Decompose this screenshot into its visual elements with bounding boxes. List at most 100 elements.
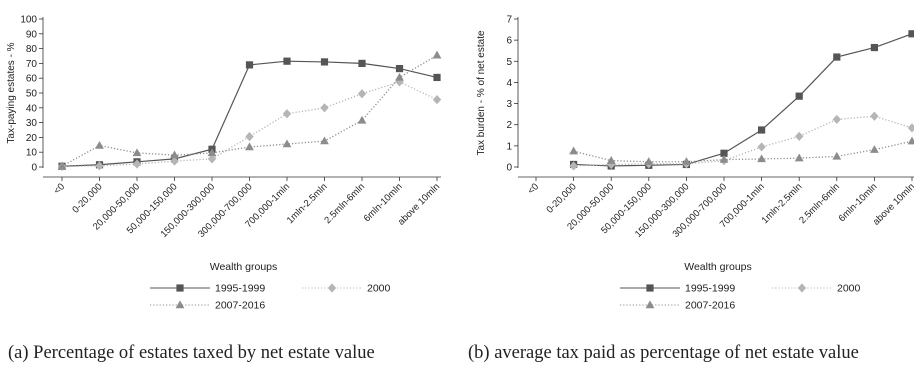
x-tick-label: 2.5mln-6mln [322, 181, 367, 226]
legend-label: 1995-1999 [685, 283, 735, 295]
y-tick-label: 50 [26, 89, 38, 100]
y-tick-label: 7 [506, 15, 512, 26]
data-point [245, 142, 254, 151]
y-tick-label: 30 [26, 118, 38, 129]
x-tick-label: 0-20,000 [544, 181, 578, 215]
data-point [95, 140, 104, 149]
y-tick-label: 4 [506, 78, 512, 89]
data-point [606, 156, 616, 164]
series-line [573, 140, 913, 163]
data-point [757, 154, 766, 163]
series-line [61, 81, 438, 168]
data-point [908, 30, 914, 38]
legend-marker [645, 300, 655, 309]
data-point [432, 95, 442, 105]
data-point [569, 161, 578, 171]
y-tick-label: 3 [506, 99, 512, 110]
chart-panel-a: 0 10 20 30 40 50 60 70 80 90 100 Tax-paying estates… [6, 15, 442, 312]
series-1995-1999 [570, 30, 914, 170]
legend-label: 1995-1999 [215, 283, 265, 295]
y-tick-label: 5 [506, 57, 512, 68]
data-point [170, 156, 179, 166]
data-point [245, 61, 254, 69]
data-point [320, 136, 329, 145]
y-tick-label: 70 [26, 59, 38, 70]
y-tick-label: 60 [26, 74, 38, 85]
series-line [573, 115, 913, 167]
x-axis-label: Wealth groups [684, 261, 752, 273]
y-axis-label: Tax-paying estates - % [6, 42, 17, 143]
x-tick-label: <0 [526, 181, 541, 196]
legend-marker [646, 284, 654, 292]
data-point [433, 73, 441, 82]
legend-label: 2000 [367, 283, 391, 295]
data-point [132, 148, 142, 157]
x-tick-label: <0 [52, 181, 67, 196]
data-point [795, 92, 803, 100]
data-point [95, 161, 104, 171]
y-tick-label: 10 [26, 148, 38, 159]
data-point [170, 150, 179, 159]
y-tick-label: 20 [26, 133, 38, 144]
data-point [870, 111, 879, 121]
legend-marker [327, 283, 337, 293]
y-tick-label: 0 [506, 163, 512, 174]
y-tick-label: 90 [26, 29, 38, 40]
caption-panel-b: (b) average tax paid as percentage of ne… [468, 343, 859, 363]
legend-label: 2000 [837, 283, 861, 295]
data-point [282, 139, 292, 148]
legend-marker [797, 283, 807, 293]
y-tick-label: 100 [20, 15, 37, 26]
data-point [395, 64, 404, 73]
caption-panel-a: (a) Percentage of estates taxed by net e… [8, 343, 375, 363]
y-tick-label: 40 [26, 103, 38, 114]
data-point [358, 59, 366, 67]
data-point [758, 126, 766, 134]
legend-marker [175, 300, 185, 309]
data-point [207, 148, 217, 157]
data-point [795, 131, 804, 141]
y-tick-label: 2 [506, 120, 512, 131]
legend-marker [176, 284, 184, 292]
data-point [395, 72, 404, 81]
data-point [870, 43, 878, 52]
data-point [682, 157, 691, 165]
data-point [357, 115, 367, 124]
series-1995-1999 [58, 57, 441, 170]
data-point [245, 132, 254, 142]
legend-label: 2007-2016 [685, 300, 735, 312]
data-point [720, 149, 728, 157]
data-point [833, 53, 841, 61]
x-tick-label: 0-20,000 [70, 181, 104, 215]
data-point [832, 114, 841, 125]
legend: 1995-1999 2000 2007-2016 [620, 283, 861, 312]
series-2000 [569, 111, 914, 171]
data-point [283, 57, 291, 65]
chart-panel-b: 0 1 2 3 4 5 6 7 Tax burden - % of net estate <0 0-… [476, 15, 914, 312]
data-point [907, 123, 914, 133]
data-point [607, 159, 616, 170]
y-axis-label: Tax burden - % of net estate [476, 30, 487, 156]
series-2007-2016 [569, 136, 914, 165]
data-point [832, 151, 842, 160]
data-point [757, 142, 766, 152]
data-point [132, 159, 142, 169]
data-point [907, 136, 914, 145]
data-point [282, 109, 292, 119]
series-line [573, 33, 913, 167]
x-axis-label: Wealth groups [210, 261, 278, 273]
series-line [61, 54, 438, 167]
data-point [357, 89, 367, 99]
legend: 1995-1999 2000 2007-2016 [150, 283, 391, 312]
series-line [61, 60, 438, 167]
y-tick-label: 0 [31, 163, 37, 174]
data-point [57, 161, 67, 170]
data-point [432, 50, 442, 59]
data-point [870, 145, 879, 153]
y-tick-label: 1 [506, 141, 512, 152]
y-tick-label: 80 [26, 44, 38, 55]
legend-label: 2007-2016 [215, 300, 265, 312]
data-point [320, 58, 329, 66]
x-tick-label: 2.5mln-6mln [797, 181, 842, 226]
